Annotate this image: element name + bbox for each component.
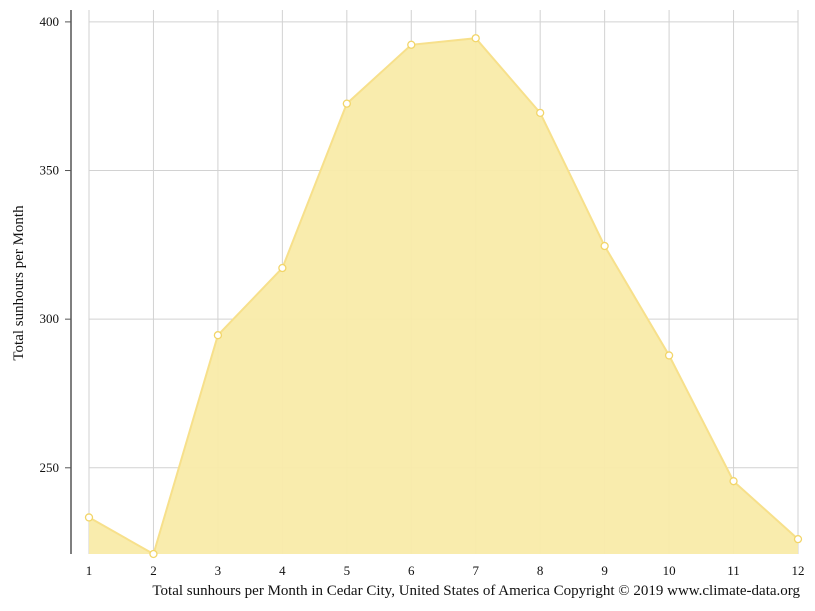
data-point-12 (793, 534, 803, 544)
x-tick-label-10: 10 (663, 563, 676, 578)
data-point-10 (664, 351, 674, 360)
data-point-8 (536, 108, 545, 118)
data-point-3 (213, 331, 223, 340)
data-point-11 (729, 477, 738, 486)
y-tick-label-350: 350 (40, 163, 60, 178)
data-point-4 (278, 263, 287, 273)
x-tick-label-8: 8 (537, 563, 544, 578)
area-fill (89, 38, 798, 554)
x-tick-label-12: 12 (792, 563, 805, 578)
series-line (88, 37, 799, 556)
x-tick-labels: 1 2 3 4 5 6 7 8 9 10 11 12 (86, 563, 805, 578)
data-point-5 (342, 99, 351, 108)
data-point-9 (600, 241, 609, 251)
y-tick-label-400: 400 (40, 14, 60, 29)
data-point-1 (84, 513, 94, 522)
y-tick-label-300: 300 (40, 311, 60, 326)
x-tick-label-4: 4 (279, 563, 286, 578)
x-tick-label-6: 6 (408, 563, 415, 578)
x-tick-label-3: 3 (215, 563, 222, 578)
data-point-6 (407, 40, 416, 49)
y-axis-label: Total sunhours per Month (11, 205, 27, 361)
x-tick-label-9: 9 (601, 563, 608, 578)
x-tick-label-7: 7 (472, 563, 479, 578)
data-point-7 (471, 34, 480, 43)
x-tick-label-2: 2 (150, 563, 157, 578)
x-tick-label-1: 1 (86, 563, 93, 578)
data-point-2 (149, 549, 158, 559)
data-points (84, 34, 803, 559)
x-tick-label-11: 11 (727, 563, 740, 578)
y-tick-label-250: 250 (40, 460, 60, 475)
y-tick-labels: 250 300 350 400 (40, 14, 71, 475)
chart-caption: Total sunhours per Month in Cedar City, … (152, 583, 800, 599)
x-tick-label-5: 5 (344, 563, 351, 578)
